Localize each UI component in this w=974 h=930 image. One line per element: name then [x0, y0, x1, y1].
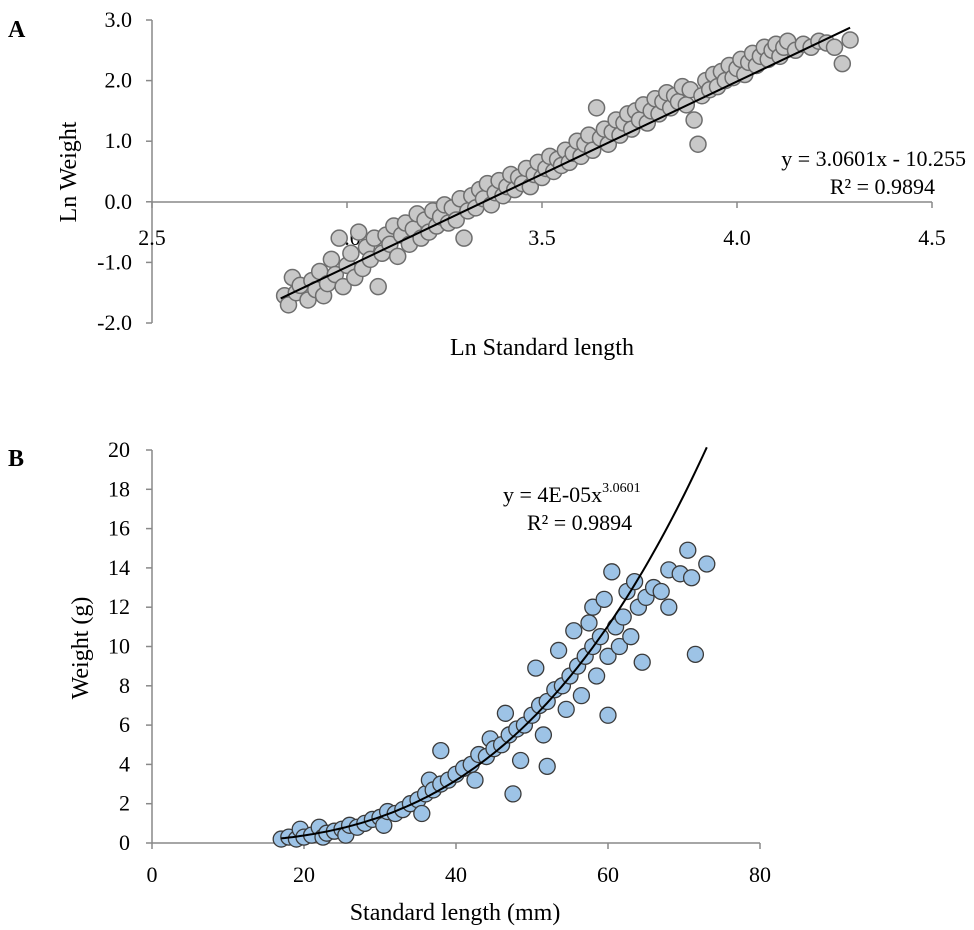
- panel-b-chart: B 0 2 4 6 8 10 12 14 16 18 20 0 20 40 60 80 y = 4E-05x…: [8, 437, 771, 926]
- panel-b-x-tick-label: 60: [597, 862, 619, 887]
- panel-b-data-point: [549, 641, 568, 660]
- panel-b-data-point: [466, 771, 484, 789]
- panel-b-equation-base: y = 4E-05x: [503, 482, 602, 507]
- panel-b-y-ticks: 0 2 4 6 8 10 12 14 16 18 20: [108, 437, 152, 855]
- panel-a-y-tick-label: -1.0: [97, 249, 132, 274]
- panel-a-data-point: [388, 247, 407, 266]
- panel-b-r-squared: R² = 0.9894: [527, 510, 632, 535]
- panel-b-y-tick-label: 12: [108, 594, 130, 619]
- panel-b-data-point: [682, 569, 701, 587]
- panel-a-x-tick-label: 4.5: [918, 225, 946, 250]
- panel-b-data-point: [698, 555, 716, 573]
- panel-b-data-point: [557, 700, 575, 719]
- panel-a-x-tick-label: 3.5: [528, 225, 556, 250]
- panel-b-y-tick-label: 4: [119, 751, 130, 776]
- panel-b-data-point: [572, 686, 591, 705]
- panel-a-x-ticks: 2.53.03.54.04.5: [138, 202, 946, 250]
- panel-b-data-point: [504, 785, 522, 803]
- panel-a-x-label: Ln Standard length: [450, 335, 634, 361]
- panel-b-data-point: [599, 706, 617, 724]
- panel-a-points: [275, 31, 859, 314]
- panel-a-data-point: [369, 277, 387, 296]
- panel-a-data-point: [689, 135, 707, 153]
- panel-a-trendline: [280, 26, 851, 300]
- panel-b-data-point: [511, 751, 530, 770]
- panel-a-chart: A -2.0 -1.0 0.0 1.0 2.0 3.0 2.5 3.0 3.5 4.0 4.5 y…: [8, 7, 966, 361]
- panel-b-y-tick-label: 2: [119, 791, 130, 816]
- panel-b-data-point: [610, 637, 629, 656]
- panel-b-data-point: [652, 582, 670, 601]
- panel-b-points: [272, 541, 716, 848]
- panel-b-equation: y = 4E-05x3.0601: [503, 481, 641, 507]
- panel-b-y-tick-label: 14: [108, 555, 130, 580]
- panel-a-data-point: [685, 111, 703, 129]
- panel-b-data-point: [496, 704, 515, 722]
- panel-b-data-point: [534, 726, 553, 744]
- panel-a-data-point: [841, 31, 859, 49]
- panel-a-data-point: [322, 250, 341, 269]
- panel-b-y-tick-label: 0: [119, 830, 130, 855]
- panel-b-equation-exponent: 3.0601: [602, 481, 641, 496]
- panel-b-label: B: [8, 446, 24, 472]
- panel-b-x-tick-label: 40: [445, 862, 467, 887]
- panel-b-data-point: [565, 622, 583, 640]
- panel-a-label: A: [8, 17, 26, 43]
- panel-b-data-point: [587, 667, 606, 685]
- panel-b-y-tick-label: 20: [108, 437, 130, 462]
- panel-a-y-ticks: -2.0 -1.0 0.0 1.0 2.0 3.0: [97, 7, 152, 335]
- panel-a-data-point: [330, 229, 348, 247]
- panel-b-data-point: [633, 653, 651, 671]
- panel-b-y-tick-label: 8: [119, 673, 130, 698]
- panel-b-data-point: [679, 541, 697, 559]
- panel-a-r-squared: R² = 0.9894: [830, 174, 935, 199]
- panel-a-data-point: [833, 54, 852, 73]
- panel-a-x-tick-label: 2.5: [138, 225, 166, 250]
- panel-a-y-label: Ln Weight: [56, 121, 82, 222]
- panel-b-x-ticks: 0 20 40 60 80: [147, 843, 771, 887]
- panel-b-data-point: [686, 645, 705, 664]
- panel-a-data-point: [279, 296, 298, 314]
- panel-a-data-point: [455, 229, 473, 247]
- panel-b-data-point: [603, 563, 621, 581]
- panel-a-y-tick-label: 1.0: [105, 128, 133, 153]
- panel-a-y-tick-label: 3.0: [105, 7, 133, 32]
- panel-b-data-point: [660, 598, 678, 616]
- panel-a-data-point: [334, 277, 352, 296]
- panel-a-x-tick-label: 4.0: [723, 225, 751, 250]
- panel-b-data-point: [595, 590, 613, 608]
- panel-a-data-point: [825, 38, 844, 57]
- panel-b-data-point: [622, 628, 640, 646]
- panel-b-y-tick-label: 6: [119, 712, 130, 737]
- panel-b-data-point: [599, 647, 617, 665]
- panel-a-equation: y = 3.0601x - 10.255: [781, 146, 966, 171]
- panel-b-data-point: [432, 741, 450, 760]
- panel-a-data-point: [349, 223, 368, 241]
- panel-a-y-tick-label: 0.0: [105, 189, 133, 214]
- panel-b-data-point: [538, 757, 556, 776]
- panel-b-x-tick-label: 20: [293, 862, 315, 887]
- panel-b-x-tick-label: 0: [147, 862, 158, 887]
- panel-a-y-tick-label: -2.0: [97, 310, 132, 335]
- panel-b-data-point: [580, 614, 598, 632]
- panel-b-x-tick-label: 80: [749, 862, 771, 887]
- panel-a-data-point: [587, 99, 606, 117]
- panel-b-x-label: Standard length (mm): [350, 900, 561, 926]
- panel-b-y-tick-label: 16: [108, 516, 130, 541]
- panel-b-data-point: [527, 659, 545, 677]
- panel-b-data-point: [614, 608, 632, 626]
- panel-b-y-tick-label: 10: [108, 634, 130, 659]
- panel-a-data-point: [342, 244, 360, 263]
- panel-b-data-point: [413, 804, 431, 823]
- panel-b-trendline: [281, 446, 708, 840]
- panel-b-y-tick-label: 18: [108, 476, 130, 501]
- panel-a-y-tick-label: 2.0: [105, 68, 133, 93]
- panel-b-y-label: Weight (g): [68, 597, 94, 700]
